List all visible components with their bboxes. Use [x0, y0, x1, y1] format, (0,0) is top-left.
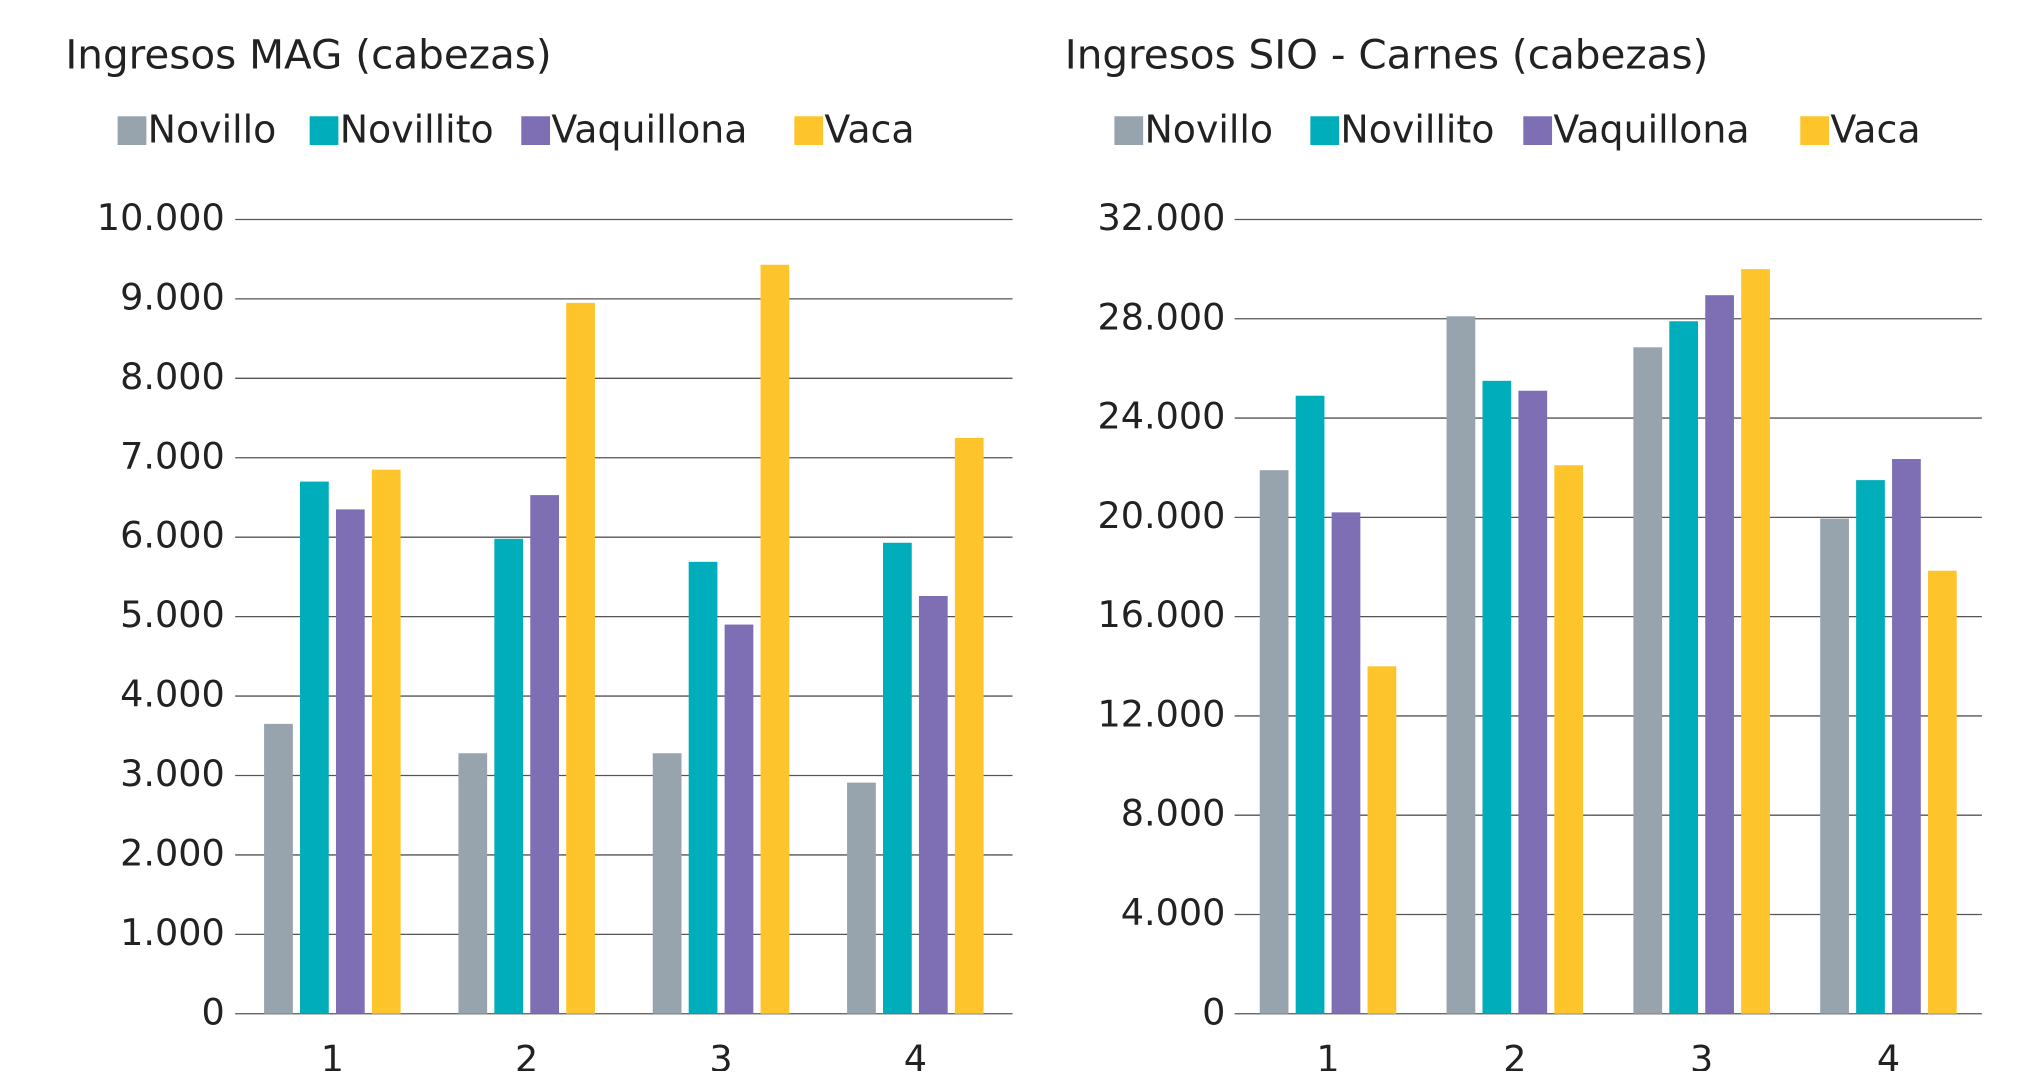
bar [371, 469, 401, 1014]
bar [724, 624, 754, 1014]
legend-label: Novillo [148, 107, 277, 151]
bar [1856, 480, 1885, 1014]
bar [1446, 316, 1476, 1014]
legend-swatch [794, 116, 824, 146]
y-tick-label: 8.000 [1121, 792, 1226, 835]
x-tick-label: 2 [515, 1037, 538, 1071]
legend-label: Vaca [824, 107, 914, 151]
y-tick-label: 6.000 [120, 514, 225, 557]
bar [566, 302, 595, 1014]
legend-label: Vaquillona [1553, 107, 1749, 151]
x-tick-label: 3 [709, 1037, 732, 1071]
bar [1705, 295, 1734, 1014]
y-tick-label: 2.000 [120, 831, 225, 874]
bar [1741, 269, 1770, 1014]
bar [458, 753, 488, 1014]
legend-swatch [521, 116, 551, 146]
legend-label: Novillo [1144, 107, 1273, 151]
y-tick-label: 5.000 [120, 593, 225, 636]
bar [335, 509, 365, 1014]
y-tick-label: 0 [1202, 990, 1225, 1033]
bar [918, 595, 948, 1014]
bar [688, 561, 718, 1014]
bar [1367, 666, 1397, 1014]
bar [1633, 347, 1663, 1014]
x-tick-label: 3 [1690, 1037, 1713, 1071]
y-tick-label: 20.000 [1098, 494, 1226, 537]
legend-swatch [117, 116, 147, 146]
legend-swatch [1800, 116, 1830, 146]
bar [652, 753, 682, 1014]
x-tick-label: 4 [1877, 1037, 1900, 1071]
legend-label: Novillito [1340, 107, 1494, 151]
bar [1331, 512, 1361, 1014]
bar [1820, 518, 1849, 1014]
y-tick-label: 32.000 [1098, 196, 1226, 239]
bar [1482, 380, 1512, 1014]
bar [1927, 570, 1957, 1014]
y-tick-label: 3.000 [120, 752, 225, 795]
x-tick-label: 1 [321, 1037, 344, 1071]
legend-swatch [1114, 116, 1144, 146]
bar [530, 495, 560, 1014]
chart-title: Ingresos MAG (cabezas) [65, 30, 551, 78]
bar [847, 782, 876, 1014]
y-tick-label: 8.000 [120, 355, 225, 398]
y-tick-label: 24.000 [1098, 395, 1226, 438]
y-tick-label: 9.000 [120, 275, 225, 318]
x-tick-label: 1 [1316, 1037, 1339, 1071]
bar [1259, 470, 1289, 1014]
bar [954, 437, 984, 1014]
bar [300, 481, 329, 1014]
bar [494, 538, 524, 1014]
bar [1295, 395, 1325, 1014]
legend-label: Vaquillona [551, 107, 747, 151]
y-tick-label: 4.000 [120, 673, 225, 716]
bar [1554, 465, 1584, 1014]
bar [1518, 390, 1548, 1014]
y-tick-label: 12.000 [1098, 692, 1226, 735]
chart-title: Ingresos SIO - Carnes (cabezas) [1065, 30, 1709, 78]
legend-label: Vaca [1830, 107, 1920, 151]
y-tick-label: 0 [201, 990, 224, 1033]
legend-swatch [1523, 116, 1553, 146]
bar [760, 264, 790, 1014]
bar [264, 723, 293, 1014]
legend-swatch [309, 116, 339, 146]
x-tick-label: 2 [1503, 1037, 1526, 1071]
y-tick-label: 4.000 [1121, 891, 1226, 934]
legend-label: Novillito [340, 107, 494, 151]
x-tick-label: 4 [904, 1037, 927, 1071]
bar [1892, 459, 1921, 1014]
y-tick-label: 10.000 [97, 196, 225, 239]
y-tick-label: 16.000 [1098, 593, 1226, 636]
y-tick-label: 7.000 [120, 434, 225, 477]
y-tick-label: 1.000 [120, 911, 225, 954]
bar [883, 542, 912, 1014]
legend-swatch [1310, 116, 1340, 146]
y-tick-label: 28.000 [1098, 295, 1226, 338]
bar [1669, 321, 1699, 1014]
